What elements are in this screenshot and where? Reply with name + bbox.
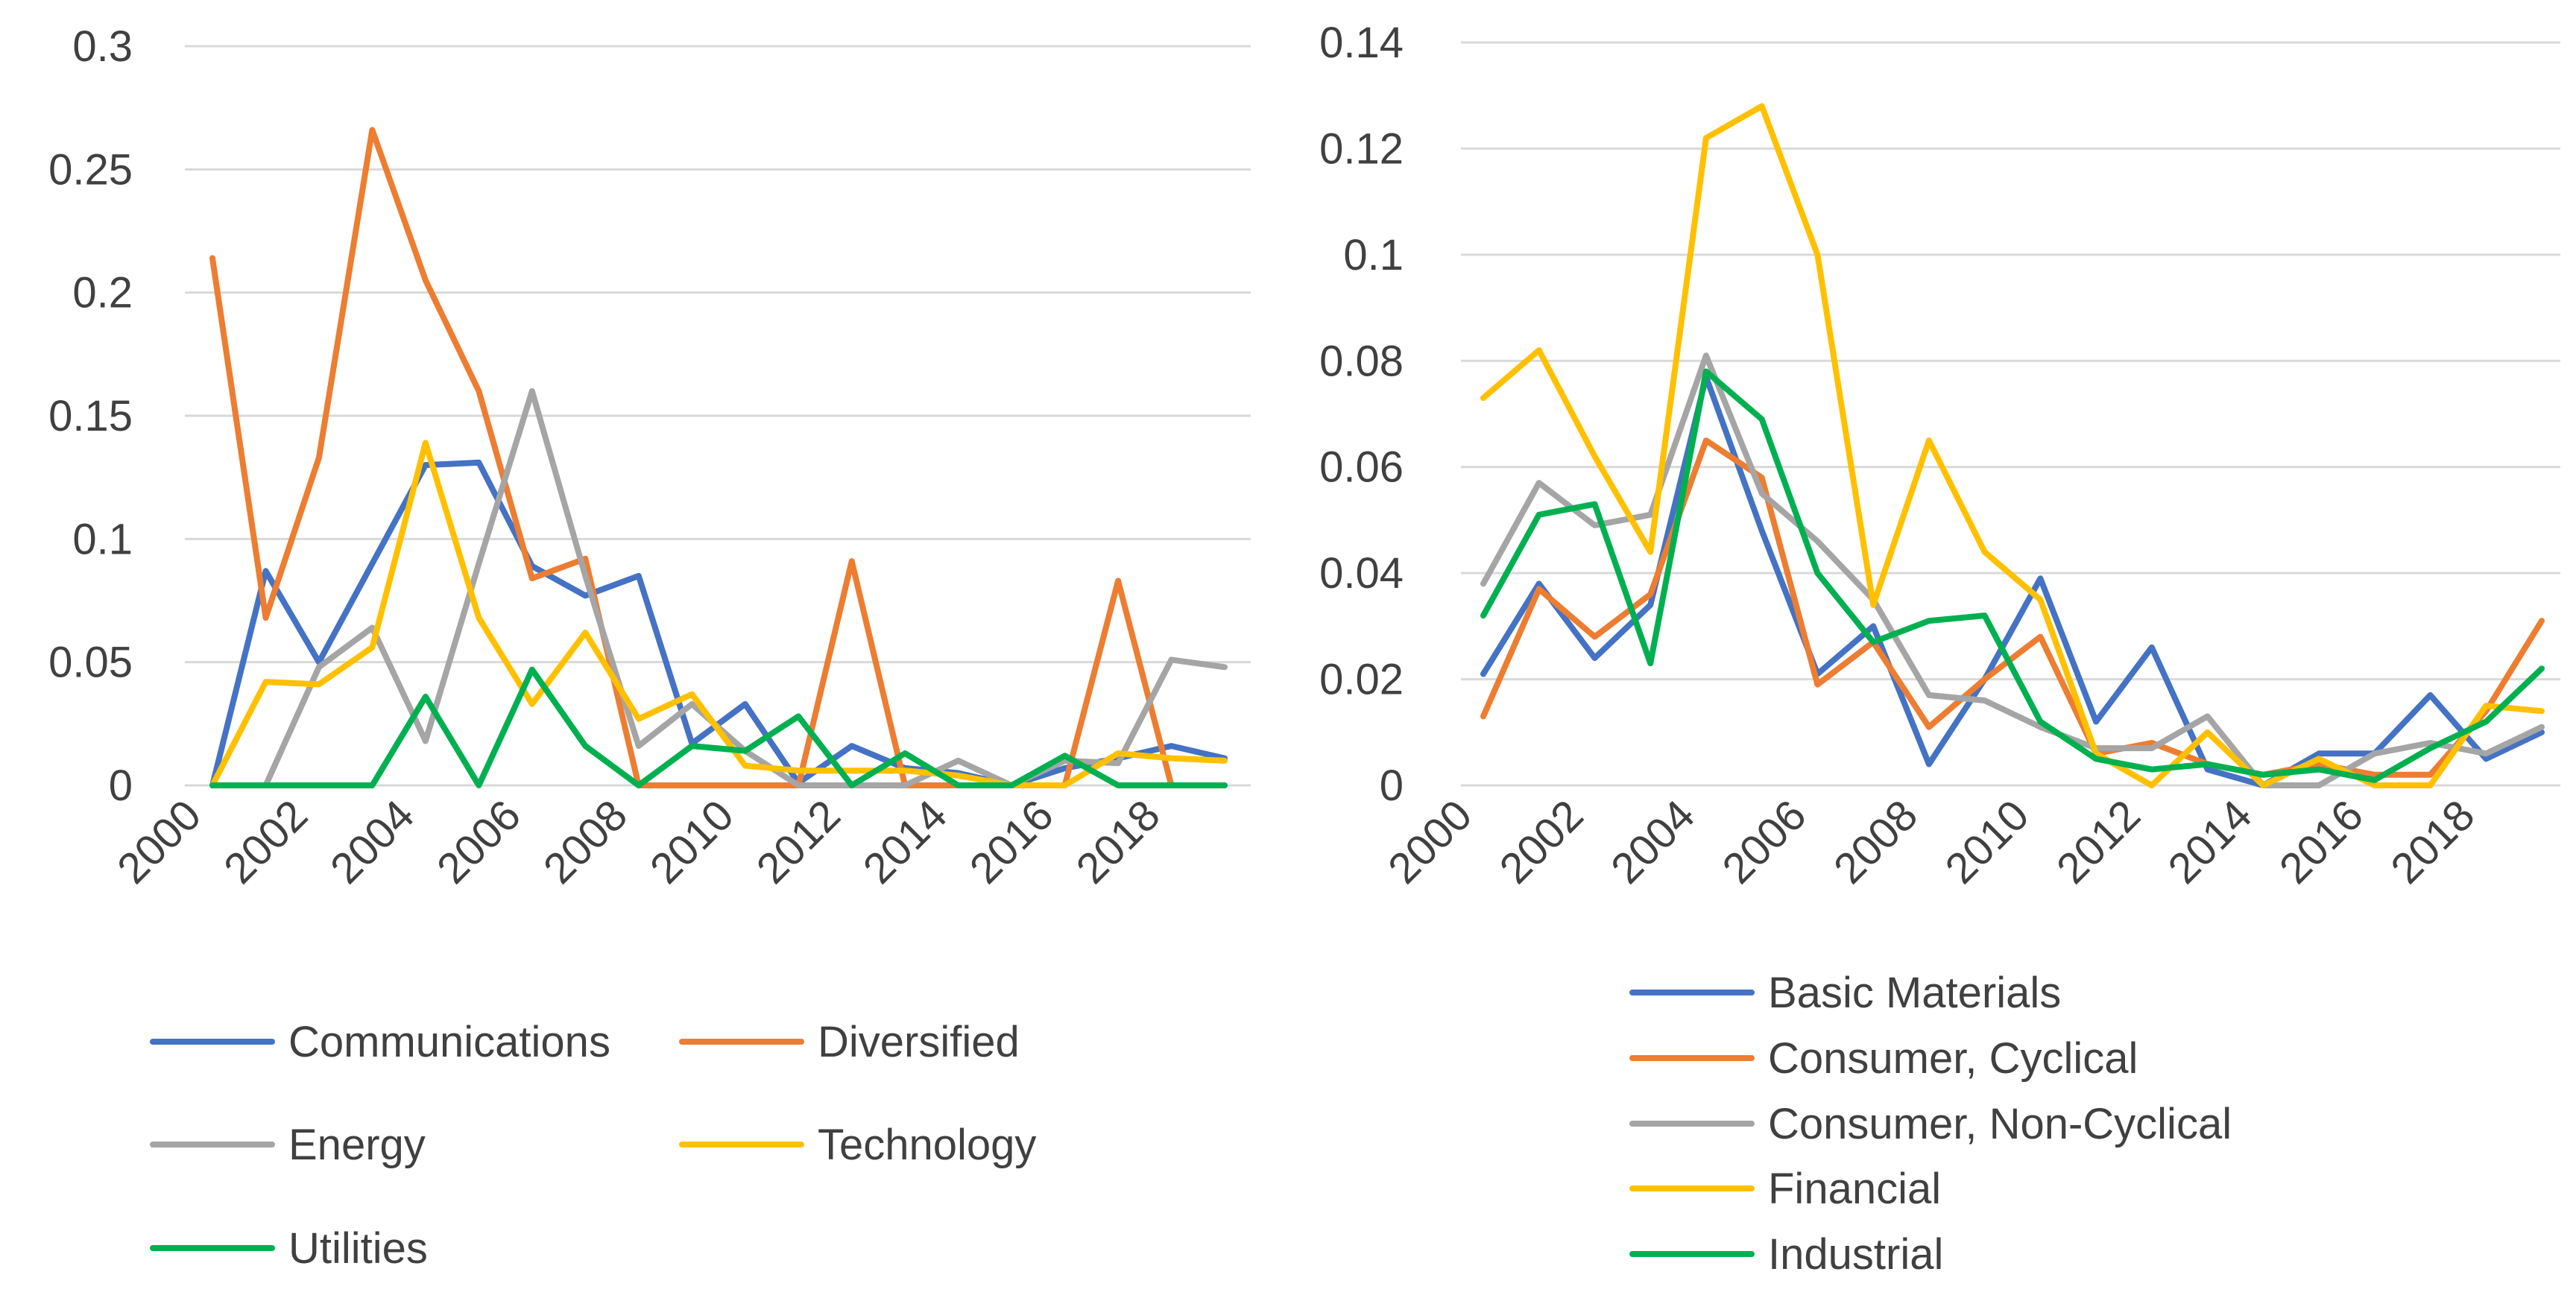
x-tick-label: 2014	[2159, 791, 2261, 893]
y-tick-label: 0.1	[72, 515, 133, 563]
y-tick-label: 0.25	[48, 145, 133, 194]
series-line-basic-materials	[1480, 373, 2545, 788]
series-line-financial	[1480, 103, 2545, 788]
x-tick-label: 2006	[428, 791, 530, 893]
y-tick-label: 0.2	[72, 269, 133, 317]
x-tick-label: 2002	[1490, 791, 1592, 893]
legend-label: Consumer, Cyclical	[1768, 1034, 2138, 1083]
legend-label: Industrial	[1768, 1230, 1943, 1279]
y-tick-label: 0.02	[1319, 656, 1404, 704]
legend-label: Diversified	[818, 1018, 1020, 1066]
x-tick-label: 2006	[1713, 791, 1815, 893]
series-line-consumer-cyclical	[1480, 437, 2545, 778]
x-tick-label: 2008	[534, 791, 637, 893]
series-line-industrial	[1480, 368, 2545, 783]
series-line-diversified	[209, 127, 1228, 788]
y-tick-label: 0.05	[48, 639, 133, 687]
legend-item: Technology	[679, 1121, 1036, 1169]
y-tick-label: 0.06	[1319, 443, 1404, 492]
legend-item: Basic Materials	[1629, 969, 2061, 1017]
legend-label: Basic Materials	[1768, 969, 2061, 1017]
y-tick-label: 0.3	[72, 22, 133, 71]
x-tick-label: 2012	[748, 791, 850, 893]
x-tick-label: 2018	[1067, 791, 1169, 893]
y-tick-label: 0.15	[48, 392, 133, 440]
legend-item: Diversified	[679, 1018, 1020, 1066]
y-tick-label: 0.08	[1319, 337, 1404, 385]
y-tick-label: 0	[1380, 762, 1404, 810]
x-tick-label: 2016	[2270, 791, 2373, 893]
legend-item: Consumer, Cyclical	[1629, 1034, 2138, 1083]
x-tick-label: 2018	[2381, 791, 2484, 893]
series-line-technology	[209, 440, 1228, 788]
legend-item: Utilities	[150, 1224, 428, 1273]
legend-item: Industrial	[1629, 1230, 1943, 1279]
x-tick-label: 2010	[641, 791, 743, 893]
x-tick-label: 2004	[1602, 791, 1704, 893]
legend-item: Communications	[150, 1018, 610, 1066]
x-tick-label: 2016	[961, 791, 1063, 893]
legend-label: Utilities	[288, 1224, 428, 1273]
x-tick-label: 2010	[1936, 791, 2038, 893]
y-tick-label: 0.12	[1319, 124, 1404, 173]
series-line-communications	[209, 459, 1228, 788]
legend-label: Consumer, Non-Cyclical	[1768, 1100, 2232, 1148]
legend-label: Financial	[1768, 1165, 1941, 1213]
y-tick-label: 0.14	[1319, 19, 1404, 67]
x-tick-label: 2002	[215, 791, 317, 893]
legend-label: Energy	[288, 1121, 426, 1169]
legend-item: Energy	[150, 1121, 426, 1169]
legend-item: Consumer, Non-Cyclical	[1629, 1100, 2232, 1148]
series-line-utilities	[209, 666, 1228, 788]
series-line-consumer-non-cyclical	[1480, 352, 2545, 788]
legend-label: Technology	[818, 1121, 1036, 1169]
x-tick-label: 2008	[1825, 791, 1927, 893]
x-tick-label: 2014	[854, 791, 956, 893]
y-tick-label: 0.1	[1343, 231, 1404, 279]
legend-item: Financial	[1629, 1165, 1941, 1213]
legend-label: Communications	[288, 1018, 610, 1066]
x-tick-label: 2004	[321, 791, 423, 893]
x-tick-label: 2012	[2048, 791, 2150, 893]
y-tick-label: 0.04	[1319, 549, 1404, 598]
y-tick-label: 0	[109, 762, 133, 810]
